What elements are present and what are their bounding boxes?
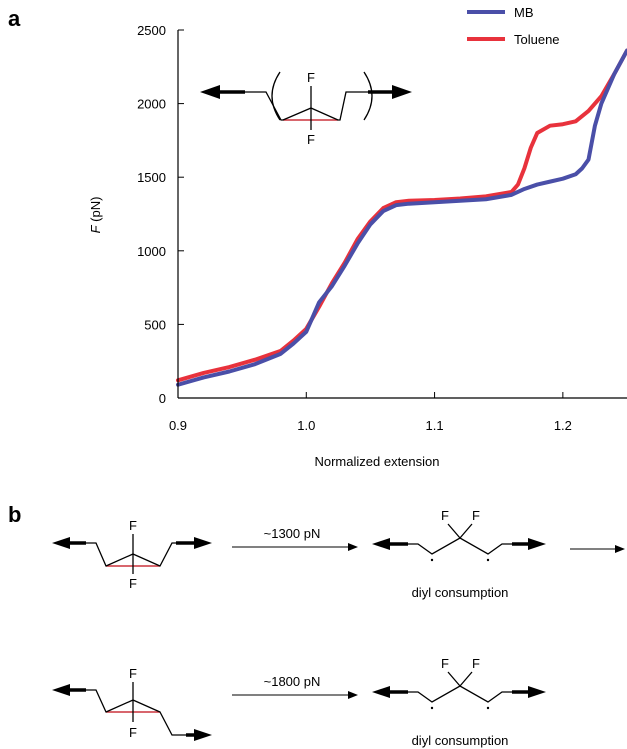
row2-condition: ~1800 pN [264, 674, 321, 689]
y-tick-label: 0 [159, 391, 166, 406]
row1-product [372, 523, 546, 555]
plot-lines [176, 48, 627, 387]
row2-note: diyl consumption [412, 733, 509, 748]
row1-radical-dot-left [430, 558, 434, 562]
row1-product-f-left: F [441, 508, 449, 523]
row1-f-bottom: F [129, 576, 137, 591]
row1-product-f-right: F [472, 508, 480, 523]
row2-product-f-right: F [472, 656, 480, 671]
legend-label-mb: MB [514, 5, 534, 20]
y-tick-label: 2000 [137, 97, 166, 112]
panel-label-a: a [8, 6, 21, 31]
x-tick-label: 1.0 [297, 418, 315, 433]
row1-reactant [52, 534, 212, 574]
row2-f-top: F [129, 666, 137, 681]
x-tick-label: 1.2 [554, 418, 572, 433]
row1-continue-arrow [570, 545, 625, 553]
inset-f-top: F [307, 70, 315, 85]
row2-product [372, 671, 546, 703]
x-tick-label: 1.1 [426, 418, 444, 433]
force-extension-chart: 0 500 1000 1500 2000 2500 0.9 1.0 1.1 1.2 Normali… [88, 5, 627, 469]
row2-product-f-left: F [441, 656, 449, 671]
row1-condition: ~1300 pN [264, 526, 321, 541]
inset-molecule [200, 71, 412, 130]
y-tick-label: 1000 [137, 244, 166, 259]
inset-f-bottom: F [307, 132, 315, 147]
y-tick-label: 1500 [137, 170, 166, 185]
legend-label-toluene: Toluene [514, 32, 560, 47]
series-line-toluene [176, 48, 627, 383]
row2-reactant [52, 682, 212, 741]
row2-f-bottom: F [129, 725, 137, 740]
row2-radical-dot-left [430, 706, 434, 710]
x-tick-label: 0.9 [169, 418, 187, 433]
x-axis-title: Normalized extension [314, 454, 439, 469]
y-tick-label: 500 [144, 317, 166, 332]
row2-radical-dot-right [486, 706, 490, 710]
y-tick-label: 2500 [137, 23, 166, 38]
row1-f-top: F [129, 518, 137, 533]
axes: 0 500 1000 1500 2000 2500 0.9 1.0 1.1 1.2 [137, 23, 627, 433]
row1-note: diyl consumption [412, 585, 509, 600]
y-axis-title: F (pN) [88, 197, 103, 234]
panel-label-b: b [8, 502, 22, 527]
row1-arrow [232, 543, 358, 551]
row2-arrow [232, 691, 358, 699]
row1-radical-dot-right [486, 558, 490, 562]
series-line-mb [176, 48, 627, 387]
legend: MB Toluene [467, 5, 560, 47]
